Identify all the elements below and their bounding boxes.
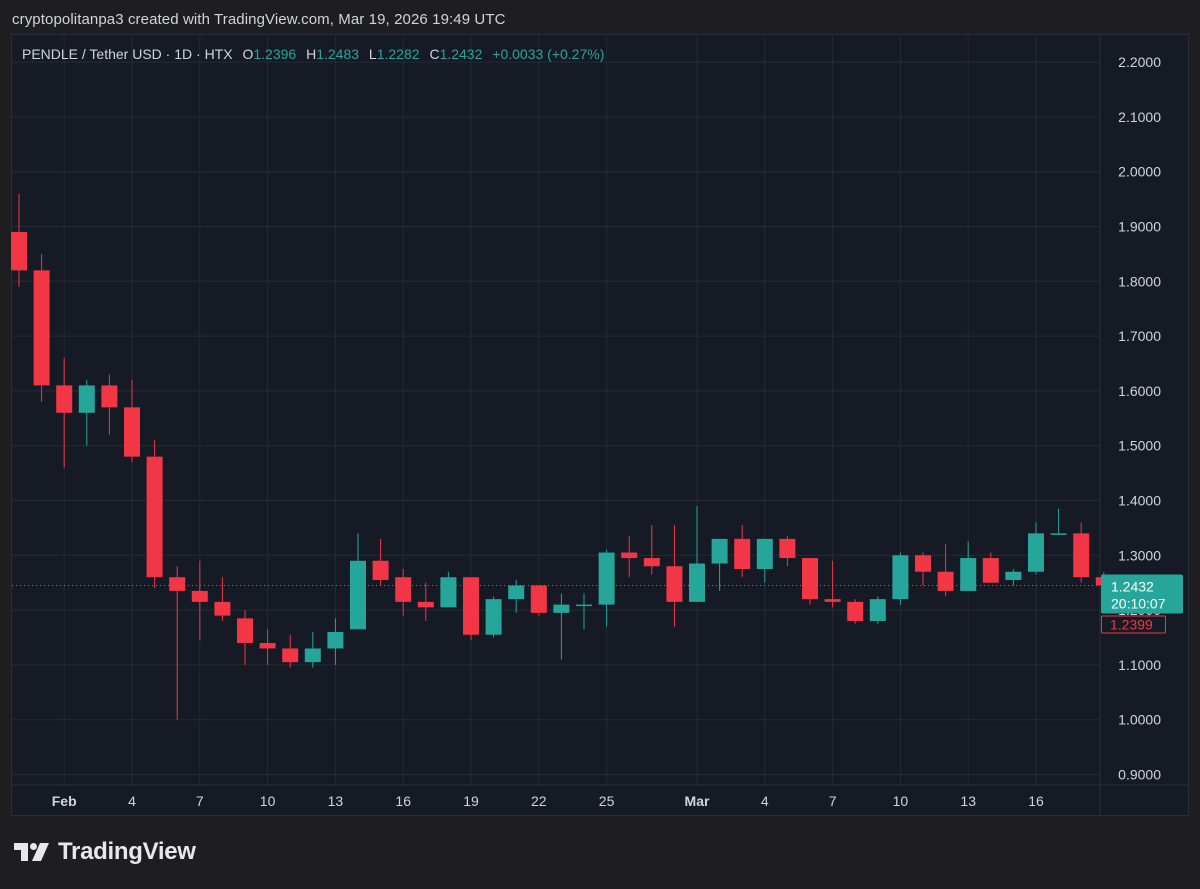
candle-body bbox=[734, 538, 751, 569]
chart-frame bbox=[11, 34, 1189, 816]
candle-body bbox=[530, 585, 547, 613]
candle-body bbox=[982, 558, 999, 583]
candle-body bbox=[214, 601, 231, 616]
y-tick-label: 1.1000 bbox=[1118, 657, 1161, 673]
candle-body bbox=[124, 407, 140, 457]
y-tick-label: 1.8000 bbox=[1118, 273, 1161, 289]
candle-body bbox=[304, 648, 321, 663]
candle-body bbox=[869, 599, 886, 622]
candle-body bbox=[689, 563, 705, 602]
y-tick-label: 1.4000 bbox=[1118, 493, 1161, 509]
close-value: 1.2432 bbox=[439, 46, 483, 62]
x-tick-label: Feb bbox=[52, 793, 77, 809]
candle-body bbox=[621, 552, 638, 559]
candle-body bbox=[508, 585, 525, 600]
open-label: O bbox=[242, 46, 254, 62]
x-tick-label: 7 bbox=[829, 793, 837, 809]
candle-body bbox=[327, 632, 344, 649]
x-tick-label: 10 bbox=[260, 793, 276, 809]
candle-body bbox=[960, 558, 977, 591]
close-label: C bbox=[429, 46, 440, 62]
high-value: 1.2483 bbox=[316, 46, 360, 62]
x-tick-label: 19 bbox=[463, 793, 479, 809]
candle-body bbox=[824, 599, 841, 602]
y-tick-label: 0.9000 bbox=[1118, 767, 1161, 783]
candle-body bbox=[78, 385, 95, 413]
x-tick-label: 25 bbox=[599, 793, 615, 809]
candle-body bbox=[802, 558, 818, 600]
y-tick-label: 2.1000 bbox=[1118, 109, 1161, 125]
candle-body bbox=[666, 566, 683, 602]
y-tick-label: 1.0000 bbox=[1118, 712, 1161, 728]
symbol-name: PENDLE / Tether USD · 1D · HTX bbox=[22, 46, 233, 62]
open-value: 1.2396 bbox=[253, 46, 297, 62]
candle-body bbox=[485, 599, 502, 635]
candle-body bbox=[56, 385, 73, 413]
candle-body bbox=[350, 560, 366, 630]
candle-body bbox=[259, 642, 276, 649]
candle-body bbox=[779, 538, 796, 559]
secondary-price-tag-value: 1.2399 bbox=[1110, 616, 1153, 632]
x-tick-label: 7 bbox=[196, 793, 204, 809]
candle-body bbox=[892, 555, 909, 600]
candle-body bbox=[1073, 533, 1090, 578]
tradingview-logo-icon bbox=[14, 843, 49, 861]
tradingview-brand: TradingView bbox=[58, 838, 196, 865]
candle-body bbox=[711, 538, 728, 564]
y-tick-label: 1.3000 bbox=[1118, 547, 1161, 563]
y-tick-label: 1.9000 bbox=[1118, 219, 1161, 235]
y-tick-label: 1.6000 bbox=[1118, 383, 1161, 399]
x-tick-label: 13 bbox=[960, 793, 976, 809]
candle-body bbox=[576, 604, 592, 607]
candle-body bbox=[915, 555, 931, 572]
x-tick-label: 13 bbox=[328, 793, 344, 809]
candle-body bbox=[1050, 533, 1067, 535]
x-tick-label: 22 bbox=[531, 793, 547, 809]
y-tick-label: 1.5000 bbox=[1118, 438, 1161, 454]
candle-body bbox=[463, 577, 479, 635]
candle-body bbox=[847, 601, 864, 622]
candle-body bbox=[417, 601, 434, 608]
low-label: L bbox=[368, 46, 377, 62]
candle-body bbox=[1005, 571, 1022, 580]
x-tick-label: Mar bbox=[685, 793, 710, 809]
x-tick-label: 16 bbox=[395, 793, 411, 809]
candle-body bbox=[101, 385, 118, 408]
candle-body bbox=[937, 571, 954, 591]
bar-countdown: 20:10:07 bbox=[1111, 595, 1166, 611]
candle-body bbox=[440, 577, 457, 608]
candle-body bbox=[11, 231, 27, 271]
symbol-legend: PENDLE / Tether USD · 1D · HTX O1.2396 H… bbox=[22, 46, 604, 62]
candle-body bbox=[237, 618, 253, 643]
x-tick-label: 4 bbox=[128, 793, 136, 809]
high-label: H bbox=[306, 46, 317, 62]
tradingview-logo: TradingView bbox=[14, 838, 196, 866]
candle-body bbox=[756, 538, 773, 569]
candle-body bbox=[598, 552, 615, 605]
candle-body bbox=[191, 590, 208, 602]
secondary-price-tag bbox=[1101, 615, 1166, 634]
candle-body bbox=[282, 648, 299, 663]
candle-body bbox=[1028, 533, 1044, 572]
candle-body bbox=[643, 558, 660, 567]
candle-body bbox=[146, 456, 163, 578]
candle-body bbox=[169, 577, 186, 591]
candle-body bbox=[395, 577, 412, 602]
x-tick-label: 10 bbox=[893, 793, 909, 809]
y-tick-label: 2.2000 bbox=[1118, 54, 1161, 70]
current-price-tag-value: 1.2432 bbox=[1111, 578, 1154, 594]
candle-body bbox=[33, 270, 50, 386]
attribution-text: cryptopolitanpa3 created with TradingVie… bbox=[12, 11, 506, 28]
candle-body bbox=[372, 560, 389, 580]
y-tick-label: 2.0000 bbox=[1118, 164, 1161, 180]
change-value: +0.0033 (+0.27%) bbox=[492, 46, 605, 62]
y-tick-label: 1.7000 bbox=[1118, 328, 1161, 344]
x-tick-label: 4 bbox=[761, 793, 769, 809]
current-price-tag bbox=[1101, 574, 1183, 614]
candle-body bbox=[553, 604, 570, 613]
low-value: 1.2282 bbox=[376, 46, 420, 62]
x-tick-label: 16 bbox=[1028, 793, 1044, 809]
